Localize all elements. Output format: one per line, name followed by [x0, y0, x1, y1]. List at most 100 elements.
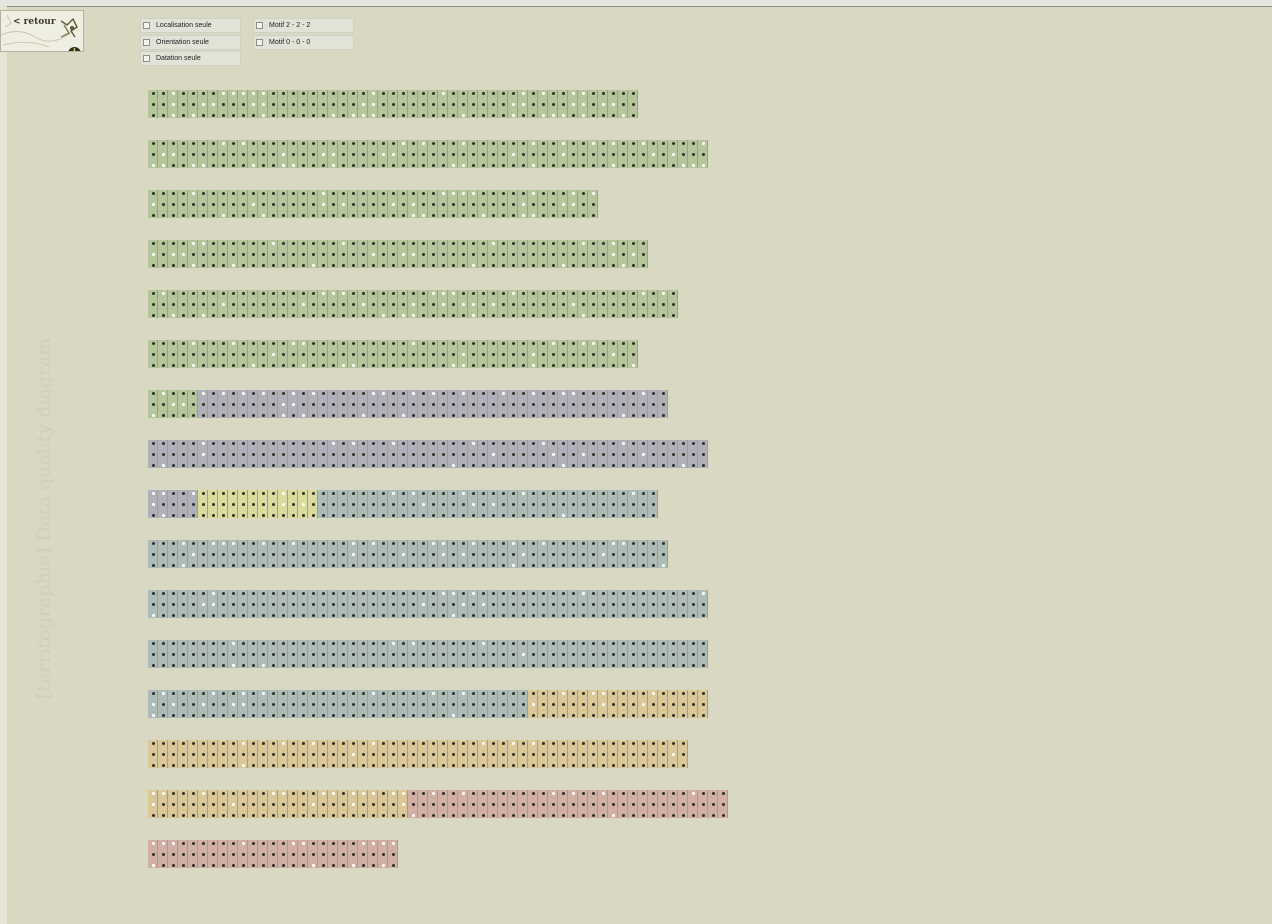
- quality-cell[interactable]: [208, 190, 218, 218]
- quality-cell[interactable]: [688, 640, 698, 668]
- quality-cell[interactable]: [358, 790, 368, 818]
- quality-cell[interactable]: [468, 590, 478, 618]
- quality-cell[interactable]: [338, 140, 348, 168]
- quality-cell[interactable]: [638, 690, 648, 718]
- quality-cell[interactable]: [328, 140, 338, 168]
- quality-cell[interactable]: [588, 240, 598, 268]
- quality-cell[interactable]: [628, 590, 638, 618]
- quality-cell[interactable]: [688, 590, 698, 618]
- quality-cell[interactable]: [368, 640, 378, 668]
- quality-cell[interactable]: [698, 790, 708, 818]
- quality-cell[interactable]: [538, 390, 548, 418]
- quality-cell[interactable]: [398, 190, 408, 218]
- quality-cell[interactable]: [668, 290, 678, 318]
- quality-cell[interactable]: [338, 390, 348, 418]
- quality-cell[interactable]: [228, 290, 238, 318]
- quality-cell[interactable]: [198, 540, 208, 568]
- quality-cell[interactable]: [598, 390, 608, 418]
- quality-cell[interactable]: [428, 640, 438, 668]
- quality-cell[interactable]: [578, 340, 588, 368]
- quality-cell[interactable]: [638, 290, 648, 318]
- quality-cell[interactable]: [458, 390, 468, 418]
- quality-cell[interactable]: [188, 340, 198, 368]
- quality-cell[interactable]: [258, 240, 268, 268]
- quality-cell[interactable]: [258, 490, 268, 518]
- quality-cell[interactable]: [658, 440, 668, 468]
- quality-cell[interactable]: [578, 140, 588, 168]
- quality-cell[interactable]: [378, 590, 388, 618]
- quality-cell[interactable]: [248, 190, 258, 218]
- quality-cell[interactable]: [658, 290, 668, 318]
- quality-cell[interactable]: [348, 640, 358, 668]
- quality-cell[interactable]: [168, 490, 178, 518]
- quality-cell[interactable]: [628, 240, 638, 268]
- quality-cell[interactable]: [578, 690, 588, 718]
- quality-cell[interactable]: [208, 440, 218, 468]
- quality-cell[interactable]: [488, 690, 498, 718]
- quality-cell[interactable]: [278, 840, 288, 868]
- quality-cell[interactable]: [158, 290, 168, 318]
- quality-cell[interactable]: [308, 490, 318, 518]
- quality-cell[interactable]: [438, 740, 448, 768]
- quality-cell[interactable]: [528, 440, 538, 468]
- quality-cell[interactable]: [158, 90, 168, 118]
- quality-cell[interactable]: [628, 390, 638, 418]
- quality-cell[interactable]: [538, 790, 548, 818]
- quality-cell[interactable]: [618, 690, 628, 718]
- quality-cell[interactable]: [208, 90, 218, 118]
- quality-cell[interactable]: [638, 740, 648, 768]
- quality-cell[interactable]: [468, 390, 478, 418]
- quality-cell[interactable]: [538, 290, 548, 318]
- quality-cell[interactable]: [468, 740, 478, 768]
- quality-cell[interactable]: [228, 190, 238, 218]
- quality-cell[interactable]: [278, 140, 288, 168]
- quality-cell[interactable]: [218, 640, 228, 668]
- quality-cell[interactable]: [488, 90, 498, 118]
- filter-orientation[interactable]: Orientation seule: [140, 35, 241, 50]
- quality-cell[interactable]: [598, 740, 608, 768]
- quality-cell[interactable]: [478, 790, 488, 818]
- quality-cell[interactable]: [298, 490, 308, 518]
- quality-cell[interactable]: [358, 440, 368, 468]
- quality-cell[interactable]: [238, 690, 248, 718]
- quality-cell[interactable]: [438, 690, 448, 718]
- quality-cell[interactable]: [638, 790, 648, 818]
- quality-cell[interactable]: [488, 490, 498, 518]
- quality-cell[interactable]: [288, 340, 298, 368]
- back-button[interactable]: < retour i: [0, 10, 84, 52]
- quality-cell[interactable]: [338, 640, 348, 668]
- quality-cell[interactable]: [458, 590, 468, 618]
- quality-cell[interactable]: [298, 390, 308, 418]
- quality-cell[interactable]: [258, 290, 268, 318]
- quality-cell[interactable]: [338, 590, 348, 618]
- quality-cell[interactable]: [558, 790, 568, 818]
- quality-cell[interactable]: [308, 690, 318, 718]
- quality-cell[interactable]: [298, 240, 308, 268]
- quality-cell[interactable]: [398, 340, 408, 368]
- quality-cell[interactable]: [418, 440, 428, 468]
- quality-cell[interactable]: [428, 690, 438, 718]
- quality-cell[interactable]: [398, 140, 408, 168]
- quality-cell[interactable]: [708, 790, 718, 818]
- quality-cell[interactable]: [698, 690, 708, 718]
- quality-cell[interactable]: [388, 390, 398, 418]
- quality-cell[interactable]: [578, 790, 588, 818]
- quality-cell[interactable]: [478, 290, 488, 318]
- quality-cell[interactable]: [538, 740, 548, 768]
- quality-cell[interactable]: [338, 440, 348, 468]
- quality-cell[interactable]: [388, 440, 398, 468]
- quality-cell[interactable]: [408, 590, 418, 618]
- quality-cell[interactable]: [378, 290, 388, 318]
- quality-cell[interactable]: [498, 440, 508, 468]
- quality-cell[interactable]: [368, 540, 378, 568]
- quality-cell[interactable]: [548, 290, 558, 318]
- quality-cell[interactable]: [198, 90, 208, 118]
- quality-cell[interactable]: [338, 690, 348, 718]
- quality-cell[interactable]: [148, 240, 158, 268]
- quality-cell[interactable]: [718, 790, 728, 818]
- quality-cell[interactable]: [238, 140, 248, 168]
- quality-cell[interactable]: [268, 440, 278, 468]
- quality-cell[interactable]: [308, 290, 318, 318]
- quality-cell[interactable]: [578, 640, 588, 668]
- quality-cell[interactable]: [208, 140, 218, 168]
